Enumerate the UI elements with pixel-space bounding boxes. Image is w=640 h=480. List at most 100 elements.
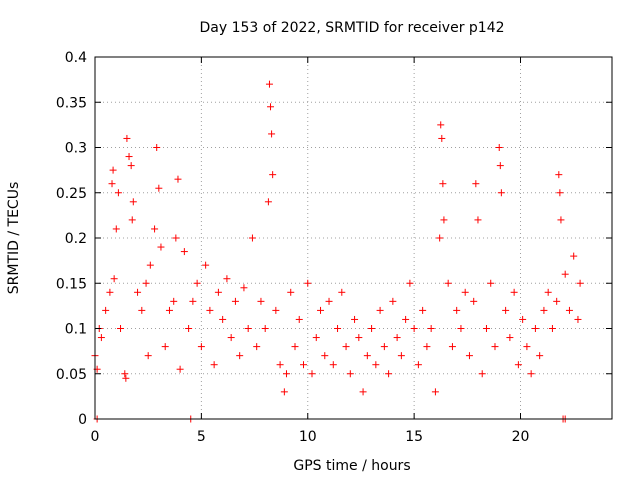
chart-title: Day 153 of 2022, SRMTID for receiver p14…: [199, 20, 504, 36]
data-point: [487, 279, 495, 287]
data-point: [402, 315, 410, 323]
data-point: [236, 352, 244, 360]
data-point: [112, 225, 120, 233]
data-point: [502, 306, 510, 314]
y-tick-label: 0.4: [65, 50, 87, 66]
data-point: [410, 325, 418, 332]
data-point: [540, 306, 548, 314]
data-point: [231, 297, 239, 305]
data-point: [329, 361, 337, 369]
data-point: [122, 374, 130, 382]
data-point: [129, 198, 137, 206]
data-point: [317, 306, 325, 314]
data-point: [161, 343, 169, 351]
y-tick-label: 0.05: [56, 367, 87, 383]
y-tick-label: 0.25: [56, 186, 87, 202]
x-tick-label: 5: [197, 429, 206, 445]
data-point: [557, 216, 565, 224]
data-point: [474, 216, 482, 224]
data-point: [346, 370, 354, 378]
data-point: [414, 361, 422, 369]
data-point: [527, 370, 535, 378]
data-point: [555, 171, 563, 179]
data-point: [574, 315, 582, 323]
data-point: [380, 343, 388, 351]
data-point: [338, 288, 346, 296]
data-point: [291, 343, 299, 351]
data-point: [437, 121, 445, 129]
data-point: [282, 370, 290, 378]
data-point: [385, 370, 393, 378]
data-point: [165, 306, 173, 314]
data-point: [472, 180, 480, 188]
data-point: [372, 361, 380, 369]
data-point: [376, 306, 384, 314]
data-point: [440, 216, 448, 224]
data-point: [553, 297, 561, 305]
data-point: [576, 279, 584, 287]
y-tick-label: 0.3: [65, 141, 87, 157]
data-point: [174, 175, 182, 183]
data-point: [544, 288, 552, 296]
data-point: [448, 343, 456, 351]
data-point: [436, 234, 444, 242]
data-point: [531, 325, 539, 332]
data-point: [495, 144, 503, 151]
data-point: [264, 198, 272, 206]
data-point: [363, 352, 371, 360]
data-point: [561, 270, 569, 278]
data-point: [280, 388, 288, 396]
data-point: [308, 370, 316, 378]
data-point: [478, 370, 486, 378]
data-point: [368, 325, 376, 332]
data-point: [106, 288, 114, 296]
data-point: [419, 306, 427, 314]
data-point: [157, 243, 165, 251]
data-point: [470, 297, 478, 305]
data-point: [144, 352, 152, 360]
data-point: [506, 334, 514, 342]
y-tick-label: 0.2: [65, 231, 87, 247]
data-point: [438, 134, 446, 142]
data-point: [276, 361, 284, 369]
data-point: [268, 130, 276, 138]
data-point: [202, 261, 210, 269]
data-point: [431, 388, 439, 396]
data-point: [482, 325, 490, 332]
data-point: [97, 334, 105, 342]
data-point: [155, 184, 163, 192]
data-point: [510, 288, 518, 296]
data-point: [261, 325, 269, 332]
data-point: [570, 252, 578, 260]
data-point: [253, 343, 261, 351]
data-point: [134, 288, 142, 296]
x-tick-label: 15: [405, 429, 423, 445]
data-point: [153, 144, 161, 151]
data-point: [519, 315, 527, 323]
data-point: [265, 80, 273, 88]
data-point: [465, 352, 473, 360]
data-point: [123, 134, 131, 142]
data-point: [109, 166, 117, 174]
y-tick-label: 0.15: [56, 276, 87, 292]
y-tick-label: 0.35: [56, 95, 87, 111]
data-point: [127, 162, 135, 170]
y-tick-label: 0: [78, 412, 87, 428]
data-point: [121, 370, 129, 378]
data-point: [312, 334, 320, 342]
data-point: [189, 297, 197, 305]
data-point: [523, 343, 531, 351]
x-tick-label: 20: [512, 429, 530, 445]
data-point: [125, 153, 133, 161]
data-point: [114, 189, 122, 197]
data-points: [91, 80, 584, 423]
data-point: [219, 315, 227, 323]
data-point: [355, 334, 363, 342]
data-point: [423, 343, 431, 351]
data-point: [491, 343, 499, 351]
data-point: [117, 325, 125, 332]
x-axis-label: GPS time / hours: [293, 458, 410, 474]
grid: [95, 57, 612, 419]
data-point: [427, 325, 435, 332]
